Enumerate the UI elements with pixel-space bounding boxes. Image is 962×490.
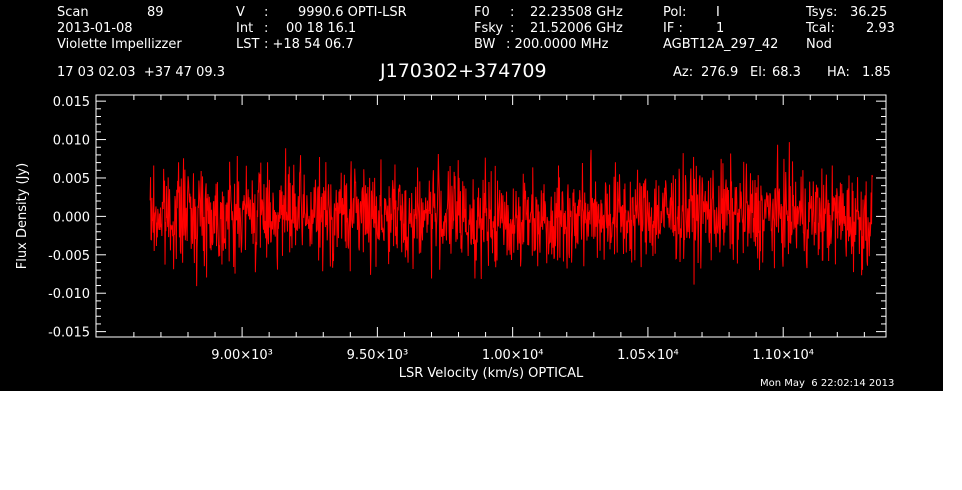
int-value: 00 18 16.1 bbox=[286, 21, 357, 36]
az-value: 276.9 bbox=[701, 65, 739, 80]
y-tick-label: -0.010 bbox=[48, 287, 90, 302]
pol-value: I bbox=[716, 5, 720, 20]
az-label: Az: bbox=[673, 65, 694, 80]
x-tick-label: 9.00×10³ bbox=[211, 348, 273, 363]
el-value: 68.3 bbox=[772, 65, 801, 80]
spectrum-trace bbox=[149, 142, 873, 287]
y-tick-label: 0.010 bbox=[53, 134, 90, 149]
tcal-label: Tcal: bbox=[806, 21, 835, 36]
y-tick-label: 0.000 bbox=[53, 210, 90, 225]
y-axis-label: Flux Density (Jy) bbox=[15, 163, 30, 269]
if-label: IF : bbox=[663, 21, 683, 36]
scan-value: 89 bbox=[147, 5, 164, 20]
lst-value: : +18 54 06.7 bbox=[264, 37, 354, 52]
fsky-label: Fsky bbox=[474, 21, 504, 36]
x-axis-label: LSR Velocity (km/s) OPTICAL bbox=[399, 366, 584, 381]
x-tick-label: 1.00×10⁴ bbox=[482, 348, 544, 363]
scan-label: Scan bbox=[57, 5, 89, 20]
observer-name: Violette Impellizzer bbox=[57, 37, 182, 52]
tcal-value: 2.93 bbox=[866, 21, 895, 36]
bw-label: BW bbox=[474, 37, 496, 52]
fsky-value: 21.52006 GHz bbox=[530, 21, 623, 36]
lst-label: LST bbox=[236, 37, 260, 52]
ha-label: HA: bbox=[827, 65, 850, 80]
velocity-value: 9990.6 OPTI-LSR bbox=[298, 5, 407, 20]
bw-value: : 200.0000 MHz bbox=[506, 37, 609, 52]
x-tick-label: 1.05×10⁴ bbox=[617, 348, 679, 363]
f0-sep: : bbox=[510, 5, 515, 20]
tsys-value: 36.25 bbox=[850, 5, 888, 20]
project-id: AGBT12A_297_42 bbox=[663, 37, 779, 52]
ha-value: 1.85 bbox=[862, 65, 891, 80]
x-tick-label: 9.50×10³ bbox=[347, 348, 409, 363]
procedure-name: Nod bbox=[806, 37, 832, 52]
plot-panel: Scan 89 V : 9990.6 OPTI-LSR F0 : 22.2350… bbox=[0, 0, 943, 391]
tsys-label: Tsys: bbox=[806, 5, 838, 20]
fsky-sep: : bbox=[510, 21, 515, 36]
plot-timestamp: Mon May 6 22:02:14 2013 bbox=[760, 378, 895, 389]
f0-label: F0 bbox=[474, 5, 490, 20]
f0-value: 22.23508 GHz bbox=[530, 5, 623, 20]
velocity-sep: : bbox=[264, 5, 269, 20]
pol-label: Pol: bbox=[663, 5, 687, 20]
source-name: J170302+374709 bbox=[380, 60, 547, 82]
y-tick-label: 0.015 bbox=[53, 95, 90, 110]
y-tick-label: -0.005 bbox=[48, 249, 90, 264]
el-label: El: bbox=[750, 65, 767, 80]
if-value: 1 bbox=[716, 21, 725, 36]
x-tick-label: 1.10×10⁴ bbox=[752, 348, 814, 363]
spectrum-chart: 9.00×10³ 9.50×10³ 1.00×10⁴ 1.05×10⁴ 1.10×10⁴… bbox=[15, 94, 887, 381]
date-text: 2013-01-08 bbox=[57, 21, 133, 36]
int-sep: : bbox=[264, 21, 269, 36]
y-tick-label: 0.005 bbox=[53, 172, 90, 187]
y-tick-label: -0.015 bbox=[48, 326, 90, 341]
velocity-label: V bbox=[236, 5, 245, 20]
int-label: Int bbox=[236, 21, 254, 36]
source-coords: 17 03 02.03 +37 47 09.3 bbox=[57, 65, 226, 80]
